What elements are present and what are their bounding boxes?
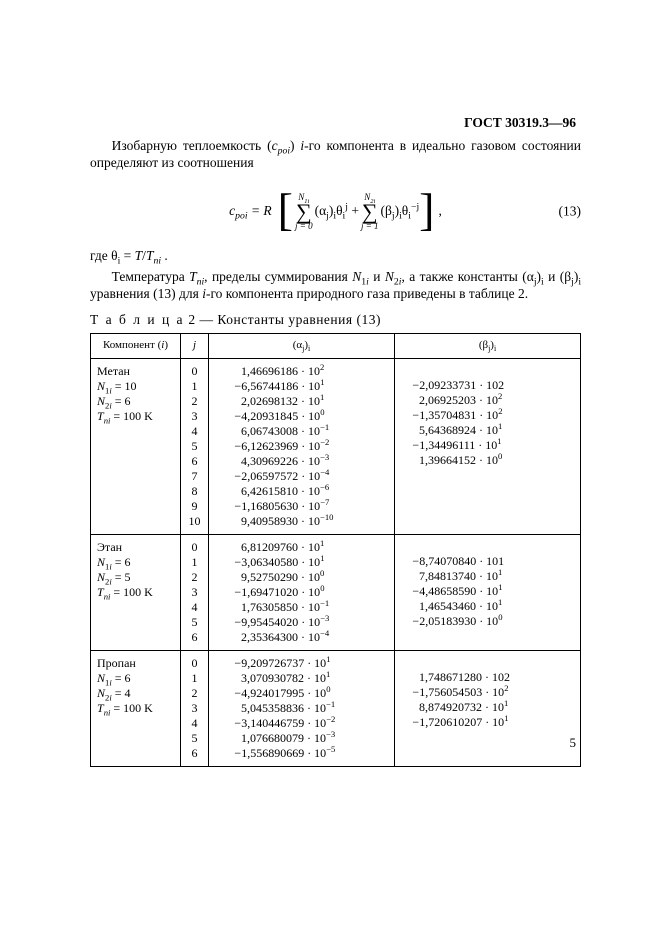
cell-alpha: 1,46696186 · 102−6,56744186 · 1012,02698… [209, 359, 395, 535]
cell-component: МетанN1i = 10N2i = 6Tni = 100 K [91, 359, 181, 535]
cell-alpha: −9,209726737 · 1013,070930782 · 101−4,92… [209, 651, 395, 767]
paragraph-2: Температура Tni, пределы суммирования N1… [90, 269, 581, 303]
cell-j: 012345678910 [181, 359, 209, 535]
header-beta: (βj)i [395, 334, 581, 359]
cell-beta: −8,74070840 · 1017,84813740 · 101−4,4865… [395, 535, 581, 651]
equation-13: cpoi = R [ N1i ∑ j = 0 (αj)iθij + N2i ∑ … [90, 182, 581, 242]
term-2: (βj)iθi−j [381, 203, 420, 220]
term-1: (αj)iθij + [315, 203, 359, 220]
cell-alpha: 6,81209760 · 101−3,06340580 · 1019,52750… [209, 535, 395, 651]
sum-2: N2i ∑ j = 1 [361, 193, 379, 231]
cell-beta: −2,09233731 · 1022,06925203 · 102−1,3570… [395, 359, 581, 535]
header-component: Компонент (i) [91, 334, 181, 359]
table-row: ЭтанN1i = 6N2i = 5Tni = 100 K01234566,81… [91, 535, 581, 651]
cell-j: 0123456 [181, 535, 209, 651]
cell-j: 0123456 [181, 651, 209, 767]
doc-id: ГОСТ 30319.3—96 [464, 115, 576, 132]
table-header-row: Компонент (i) j (αj)i (βj)i [91, 334, 581, 359]
constants-table: Компонент (i) j (αj)i (βj)i МетанN1i = 1… [90, 333, 581, 767]
header-j: j [181, 334, 209, 359]
table-row: МетанN1i = 10N2i = 6Tni = 100 K012345678… [91, 359, 581, 535]
theta-definition: где θi = T/Tni . [90, 248, 581, 265]
table-caption: Т а б л и ц а 2 — Константы уравнения (1… [90, 312, 581, 329]
equation-number: (13) [559, 203, 582, 220]
cell-beta: 1,748671280 · 102−1,756054503 · 1028,874… [395, 651, 581, 767]
bracket-right: ] [419, 187, 434, 233]
eq-lhs: cpoi = R [229, 203, 272, 220]
page-number: 5 [570, 735, 577, 751]
table-row: ПропанN1i = 6N2i = 4Tni = 100 K0123456−9… [91, 651, 581, 767]
sum-1: N1i ∑ j = 0 [295, 193, 313, 231]
intro-paragraph: Изобарную теплоемкость (cpoi) i-го компо… [90, 138, 581, 172]
header-alpha: (αj)i [209, 334, 395, 359]
cell-component: ЭтанN1i = 6N2i = 5Tni = 100 K [91, 535, 181, 651]
cell-component: ПропанN1i = 6N2i = 4Tni = 100 K [91, 651, 181, 767]
bracket-left: [ [278, 187, 293, 233]
